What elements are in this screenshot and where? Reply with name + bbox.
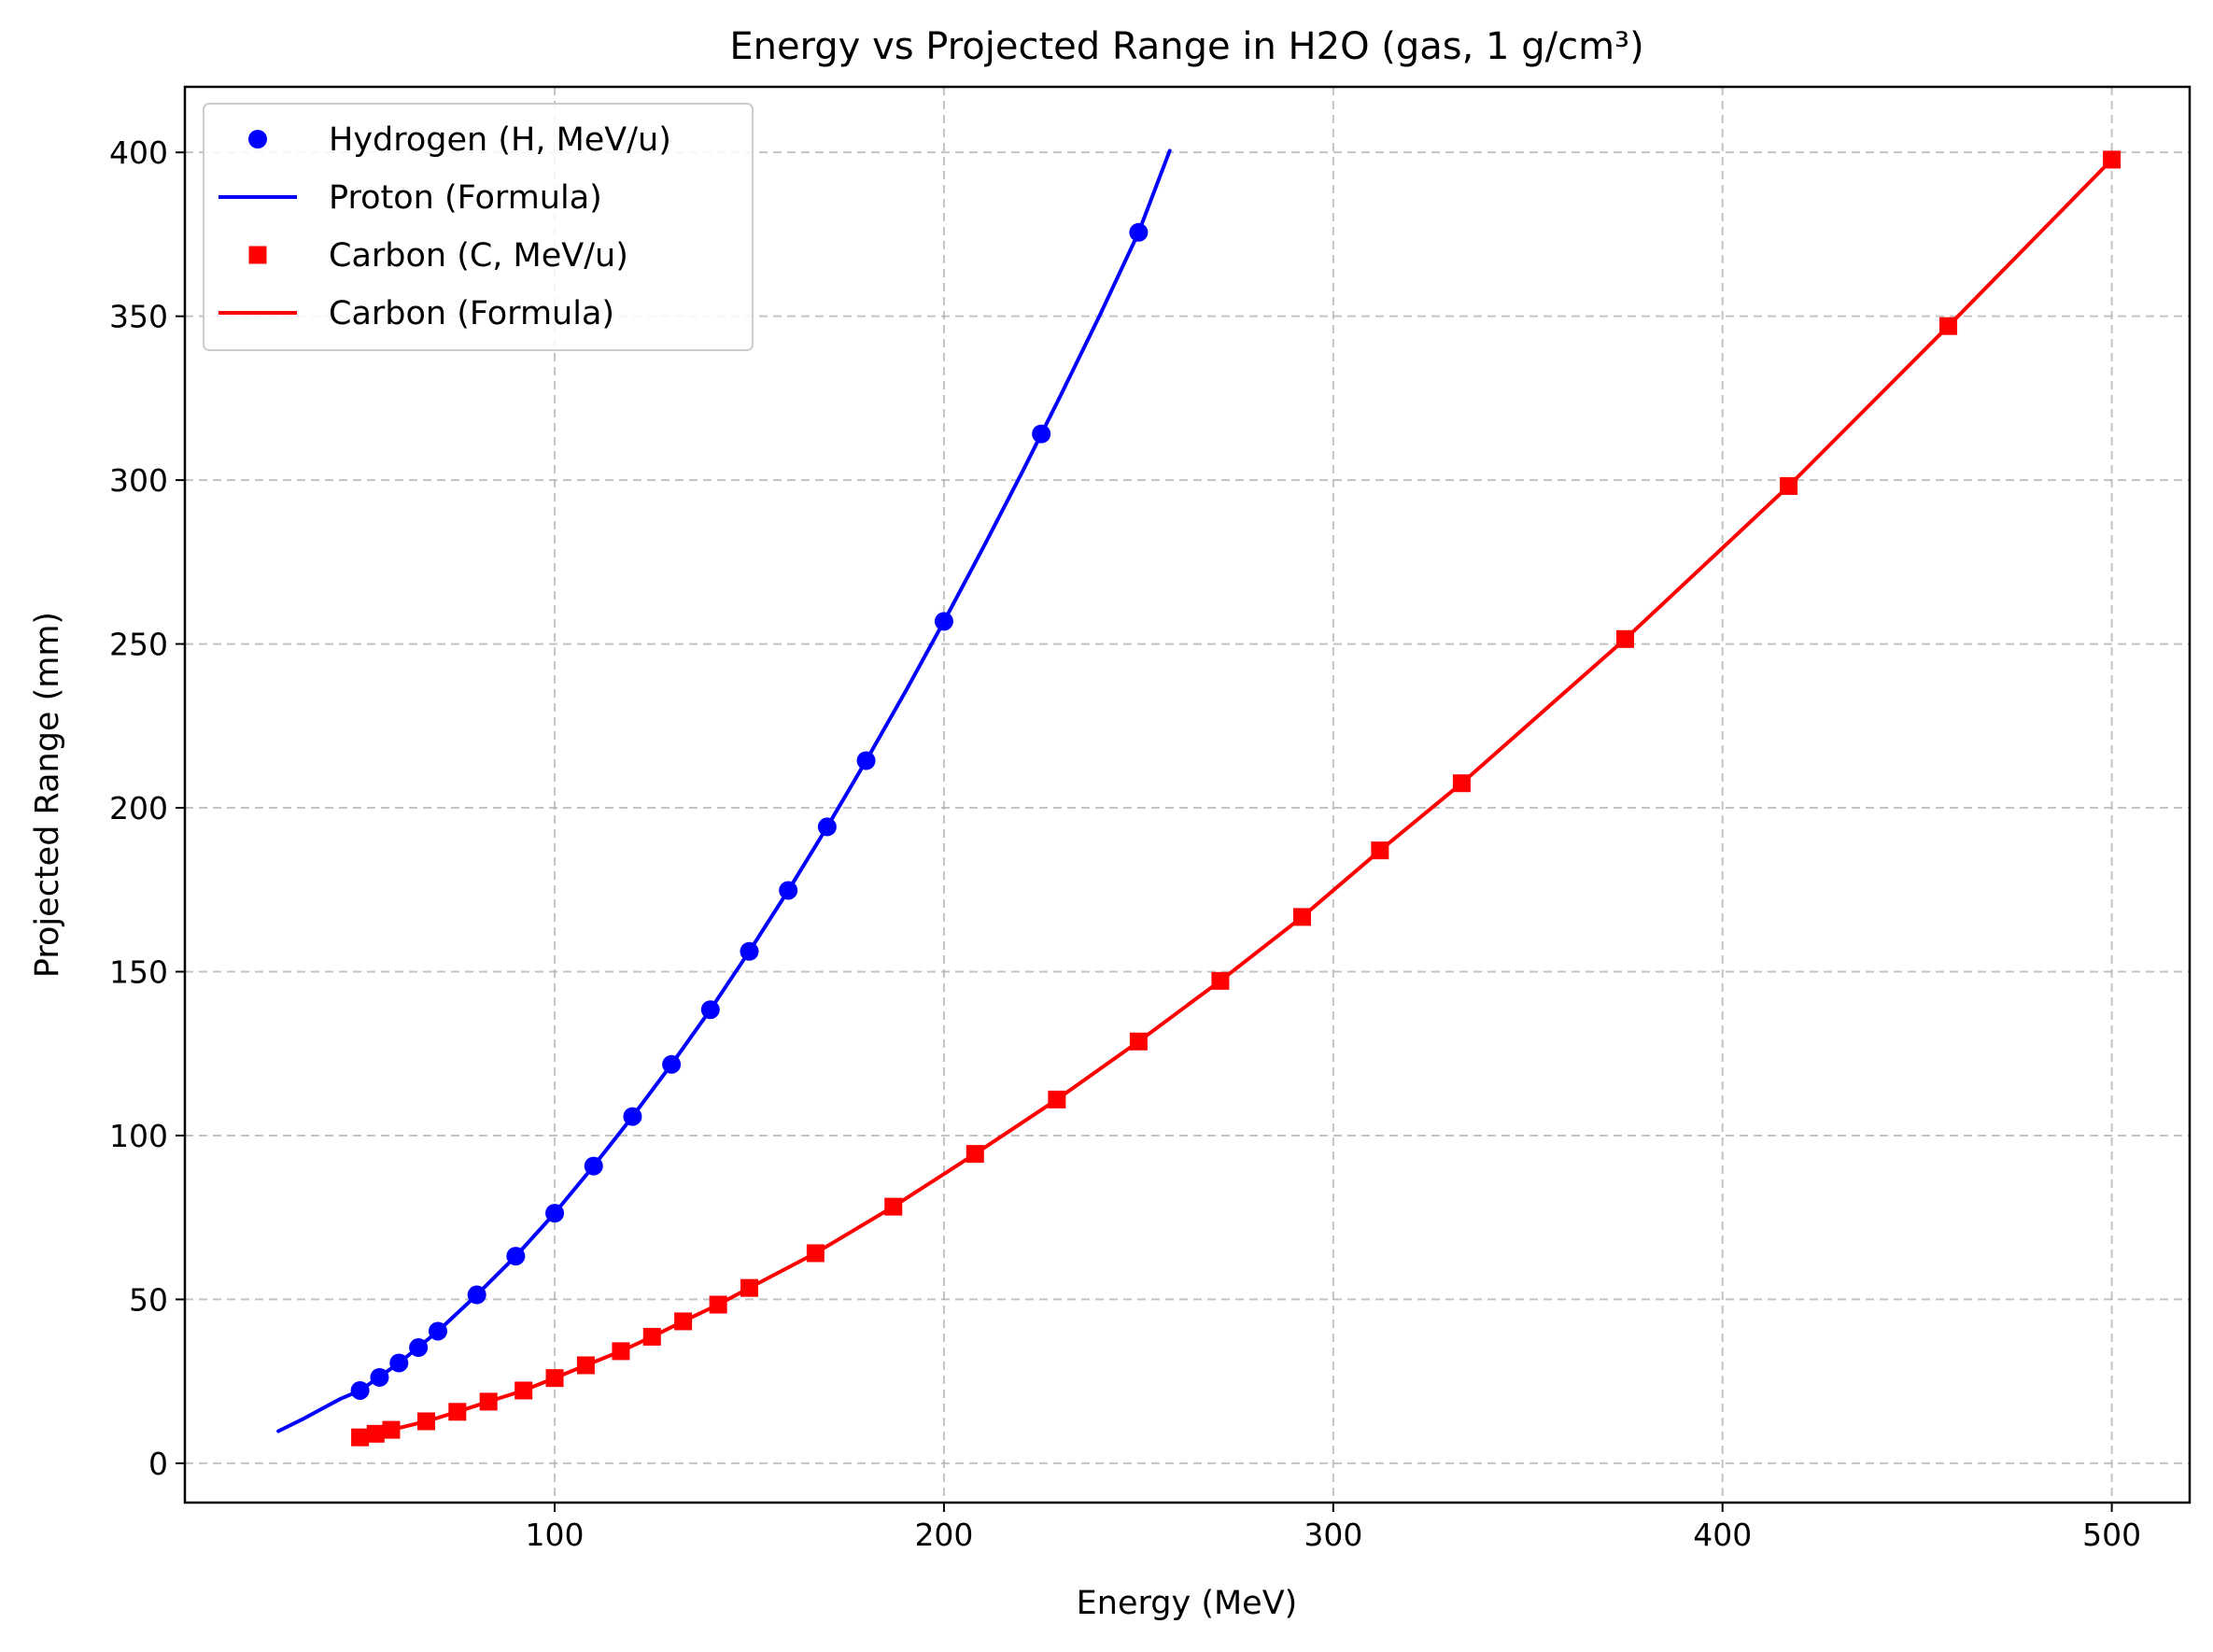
y-tick-label: 250 (109, 627, 168, 663)
data-point-carbon-c-mev-u (884, 1197, 903, 1216)
data-point-hydrogen-h-mev-u (584, 1156, 603, 1176)
data-point-carbon-c-mev-u (1048, 1090, 1066, 1108)
data-point-hydrogen-h-mev-u (545, 1204, 565, 1223)
data-point-carbon-c-mev-u (612, 1342, 630, 1361)
plot-frame (183, 85, 2192, 1504)
data-point-carbon-c-mev-u (1371, 841, 1389, 860)
y-tick-label: 100 (109, 1118, 168, 1154)
data-point-carbon-c-mev-u (740, 1278, 758, 1297)
x-tick-label: 100 (526, 1517, 585, 1553)
legend-marker-swatch (248, 246, 267, 264)
x-axis-label: Energy (MeV) (1077, 1585, 1298, 1622)
data-point-carbon-c-mev-u (1939, 317, 1958, 335)
grid (185, 87, 2190, 1503)
data-point-carbon-c-mev-u (1452, 774, 1471, 793)
data-point-carbon-c-mev-u (1129, 1032, 1148, 1051)
y-tick-label: 150 (109, 954, 168, 991)
legend-box (203, 103, 754, 351)
data-point-hydrogen-h-mev-u (467, 1285, 486, 1305)
data-point-hydrogen-h-mev-u (409, 1338, 429, 1358)
y-tick-label: 400 (109, 134, 168, 171)
data-point-carbon-c-mev-u (448, 1403, 467, 1421)
data-point-hydrogen-h-mev-u (370, 1367, 389, 1387)
data-point-hydrogen-h-mev-u (623, 1107, 642, 1126)
y-tick-label: 350 (109, 299, 168, 335)
legend-marker-swatch (248, 130, 267, 148)
data-point-hydrogen-h-mev-u (1129, 222, 1149, 242)
data-point-carbon-c-mev-u (382, 1420, 401, 1439)
data-point-hydrogen-h-mev-u (1032, 424, 1051, 444)
series-markers-hydrogen-h-mev-u (350, 222, 1149, 1400)
data-point-carbon-c-mev-u (366, 1424, 385, 1443)
chart-title: Energy vs Projected Range in H2O (gas, 1… (729, 25, 1643, 68)
data-point-hydrogen-h-mev-u (934, 612, 953, 631)
y-tick-label: 200 (109, 790, 168, 826)
legend: Hydrogen (H, MeV/u) Proton (Formula) Carbo… (203, 103, 754, 351)
y-axis-label: Projected Range (mm) (29, 612, 66, 978)
x-tick-label: 500 (2082, 1517, 2141, 1553)
legend-entry-label: Carbon (Formula) (329, 295, 614, 332)
data-point-hydrogen-h-mev-u (506, 1247, 526, 1266)
data-point-carbon-c-mev-u (576, 1356, 595, 1375)
data-point-carbon-c-mev-u (545, 1369, 564, 1388)
plot-series (276, 148, 2121, 1447)
data-point-carbon-c-mev-u (416, 1412, 435, 1431)
y-tick-label: 0 (148, 1446, 168, 1482)
data-point-carbon-c-mev-u (2103, 150, 2121, 169)
data-point-carbon-c-mev-u (1211, 971, 1230, 990)
data-point-carbon-c-mev-u (514, 1381, 533, 1400)
data-point-hydrogen-h-mev-u (662, 1054, 682, 1074)
data-point-carbon-c-mev-u (1616, 629, 1635, 648)
legend-entry-label: Carbon (C, MeV/u) (329, 237, 628, 275)
data-point-hydrogen-h-mev-u (779, 881, 798, 900)
data-point-hydrogen-h-mev-u (856, 751, 876, 770)
data-point-carbon-c-mev-u (479, 1392, 498, 1411)
data-point-carbon-c-mev-u (1780, 476, 1798, 495)
y-tick-label: 300 (109, 462, 168, 499)
data-point-hydrogen-h-mev-u (428, 1321, 447, 1341)
data-point-hydrogen-h-mev-u (700, 1000, 720, 1020)
data-point-carbon-c-mev-u (351, 1428, 370, 1447)
data-point-hydrogen-h-mev-u (389, 1353, 409, 1373)
legend-entry-label: Proton (Formula) (329, 179, 602, 217)
data-point-carbon-c-mev-u (1292, 908, 1311, 926)
data-point-carbon-c-mev-u (806, 1244, 825, 1263)
data-point-carbon-c-mev-u (642, 1327, 661, 1346)
y-tick-label: 50 (129, 1281, 168, 1318)
axis-ticks: 100 200 300 400 500 0 50 100 150 200 250 300 350 400 (109, 134, 2141, 1553)
data-point-hydrogen-h-mev-u (350, 1380, 370, 1400)
data-point-hydrogen-h-mev-u (817, 817, 837, 837)
x-tick-label: 400 (1693, 1517, 1752, 1553)
data-point-hydrogen-h-mev-u (740, 941, 759, 961)
x-tick-label: 300 (1304, 1517, 1362, 1553)
data-point-carbon-c-mev-u (674, 1312, 693, 1331)
series-markers-carbon-c-mev-u (351, 150, 2121, 1447)
x-tick-label: 200 (914, 1517, 973, 1553)
legend-entry-label: Hydrogen (H, MeV/u) (329, 121, 671, 159)
data-point-carbon-c-mev-u (709, 1295, 727, 1314)
data-point-carbon-c-mev-u (966, 1145, 984, 1164)
